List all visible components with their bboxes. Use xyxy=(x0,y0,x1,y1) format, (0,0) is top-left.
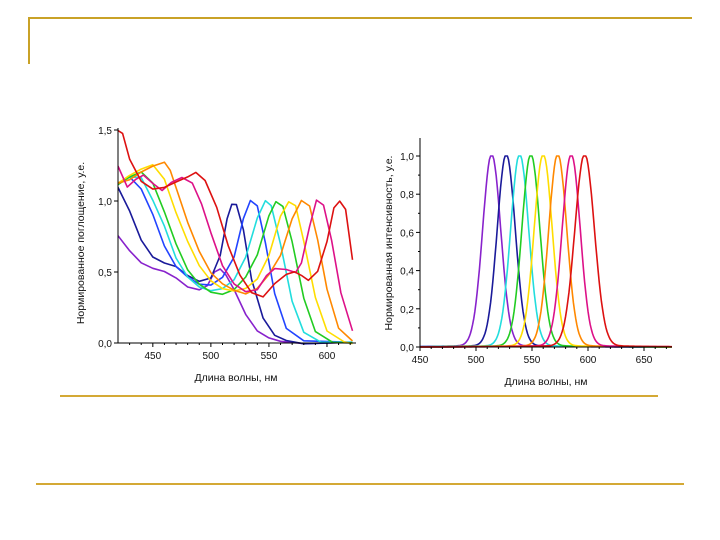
emission-series-line-cyan xyxy=(420,155,672,348)
emission-series-line-yellow xyxy=(420,155,672,348)
absorption-x-tick-label: 550 xyxy=(261,351,278,362)
emission-series-line-green xyxy=(420,155,672,348)
absorption-y-tick-label: 0,0 xyxy=(98,339,112,350)
emission-x-tick-label: 600 xyxy=(580,355,597,366)
emission-series-line-red xyxy=(420,155,672,348)
absorption-series-line-navy xyxy=(118,187,353,345)
emission-series-line-orange xyxy=(420,155,672,348)
absorption-y-tick-label: 1,5 xyxy=(98,126,112,137)
absorption-y-tick-label: 0,5 xyxy=(98,268,112,279)
absorption-series-line-magenta xyxy=(118,165,354,332)
emission-series-line-purple xyxy=(420,155,672,348)
emission-axes xyxy=(419,138,672,348)
absorption-series-line-purple xyxy=(118,235,353,345)
emission-x-tick-label: 500 xyxy=(468,355,485,366)
emission-x-tick-label: 650 xyxy=(636,355,653,366)
emission-y-axis-label: Нормированная интенсивность, у.е. xyxy=(383,156,395,331)
absorption-series-line-cyan xyxy=(118,176,353,344)
emission-ticks: 450 500 550 600 650 0,0 0,2 0,4 0,6 0,8 1,0 xyxy=(400,152,667,366)
emission-x-tick-label: 450 xyxy=(412,355,429,366)
absorption-y-tick-label: 1,0 xyxy=(98,197,112,208)
emission-y-tick-label: 0,2 xyxy=(400,305,414,316)
emission-series-group xyxy=(420,155,672,348)
absorption-x-tick-label: 500 xyxy=(203,351,220,362)
emission-x-tick-label: 550 xyxy=(524,355,541,366)
absorption-chart: 450 500 550 600 0,0 0,5 1,0 1,5 Длина волны, нм… xyxy=(75,126,356,384)
emission-y-tick-label: 0,8 xyxy=(400,190,414,201)
absorption-x-axis-label: Длина волны, нм xyxy=(194,372,277,384)
emission-y-tick-label: 0,4 xyxy=(400,267,414,278)
emission-y-tick-label: 1,0 xyxy=(400,152,414,163)
emission-series-line-navy xyxy=(420,155,672,348)
absorption-x-tick-label: 600 xyxy=(319,351,336,362)
emission-chart: 450 500 550 600 650 0,0 0,2 0,4 0,6 0,8 1,0 Длина … xyxy=(383,138,672,388)
absorption-series-line-blue xyxy=(118,176,353,344)
absorption-series-line-red xyxy=(118,129,354,298)
emission-x-axis-label: Длина волны, нм xyxy=(504,376,587,388)
absorption-series-group xyxy=(118,129,354,345)
absorption-y-axis-label: Нормированное поглощение, у.е. xyxy=(75,162,87,324)
absorption-ticks: 450 500 550 600 0,0 0,5 1,0 1,5 xyxy=(98,126,351,362)
absorption-series-line-yellow xyxy=(118,163,353,345)
absorption-x-tick-label: 450 xyxy=(144,351,161,362)
emission-y-tick-label: 0,0 xyxy=(400,343,414,354)
emission-series-line-magenta xyxy=(420,155,672,348)
absorption-axes xyxy=(117,128,356,344)
emission-y-tick-label: 0,6 xyxy=(400,228,414,239)
